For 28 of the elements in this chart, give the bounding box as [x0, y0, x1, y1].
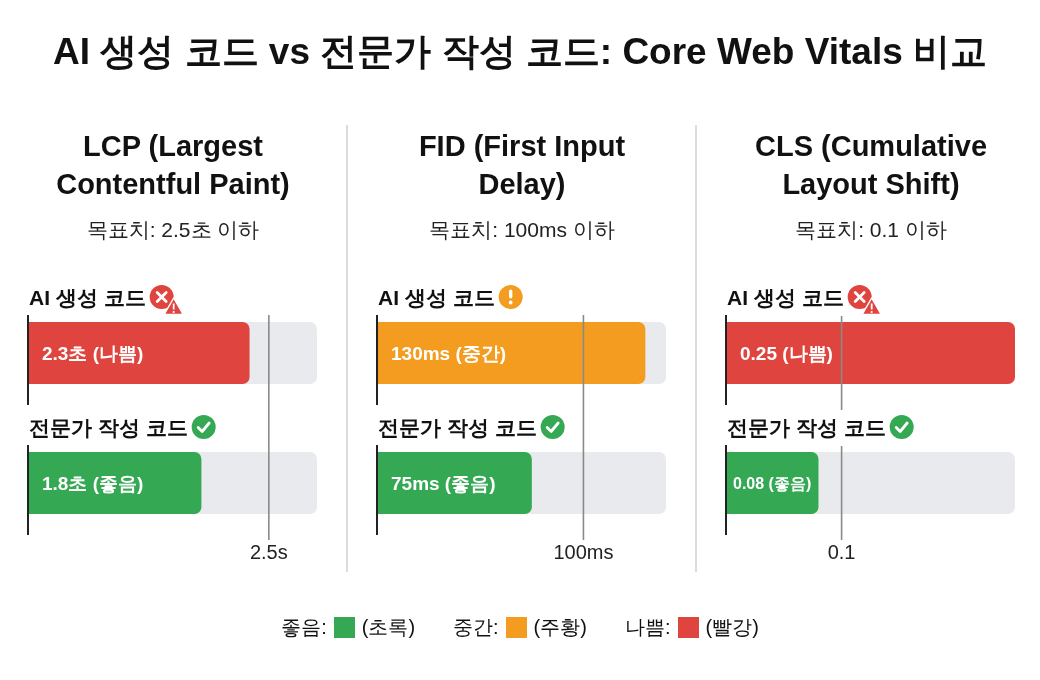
y-tick-label: 전문가 작성 코드 — [29, 415, 188, 439]
chart-subtitle: 목표치: 100ms 이하 — [429, 218, 615, 241]
data-label: 0.08 (좋음) — [733, 474, 812, 492]
ref-line-label: 100ms — [553, 541, 614, 564]
y-tick-label: AI 생성 코드 — [727, 285, 844, 309]
text: (주황) — [533, 614, 587, 640]
chart-subtitle: 목표치: 0.1 이하 — [795, 218, 947, 241]
ref-line-label: 2.5s — [249, 541, 288, 564]
data-label: 2.3초 (나쁨) — [42, 342, 144, 364]
text: (초록) — [361, 614, 416, 640]
chart-title: LCP (Largest Contentful Paint) — [56, 130, 290, 200]
data-label: 1.8초 (좋음) — [42, 472, 144, 494]
ref-line-label: 0.1 — [827, 541, 856, 564]
text: 중간: — [453, 614, 499, 640]
chart-title: FID (First Input Delay) — [418, 130, 626, 200]
data-label: 0.25 (나쁨) — [740, 342, 833, 364]
chart-subtitle: 목표치: 2.5초 이하 — [86, 218, 260, 241]
text: (빨강) — [705, 614, 759, 640]
data-label: 130ms (중간) — [391, 342, 507, 364]
data-label: 75ms (좋음) — [391, 472, 496, 494]
y-tick-label: 전문가 작성 코드 — [378, 415, 537, 439]
y-tick-label: AI 생성 코드 — [29, 285, 146, 309]
y-tick-label: 전문가 작성 코드 — [727, 415, 886, 439]
text: AI 생성 코드 vs 전문가 작성 코드: Core Web Vitals 비교 — [52, 31, 988, 72]
text: 좋음: — [281, 614, 327, 640]
text: 나쁨: — [624, 614, 671, 640]
y-tick-label: AI 생성 코드 — [378, 285, 495, 309]
chart-title: CLS (Cumulative Layout Shift) — [754, 130, 988, 200]
